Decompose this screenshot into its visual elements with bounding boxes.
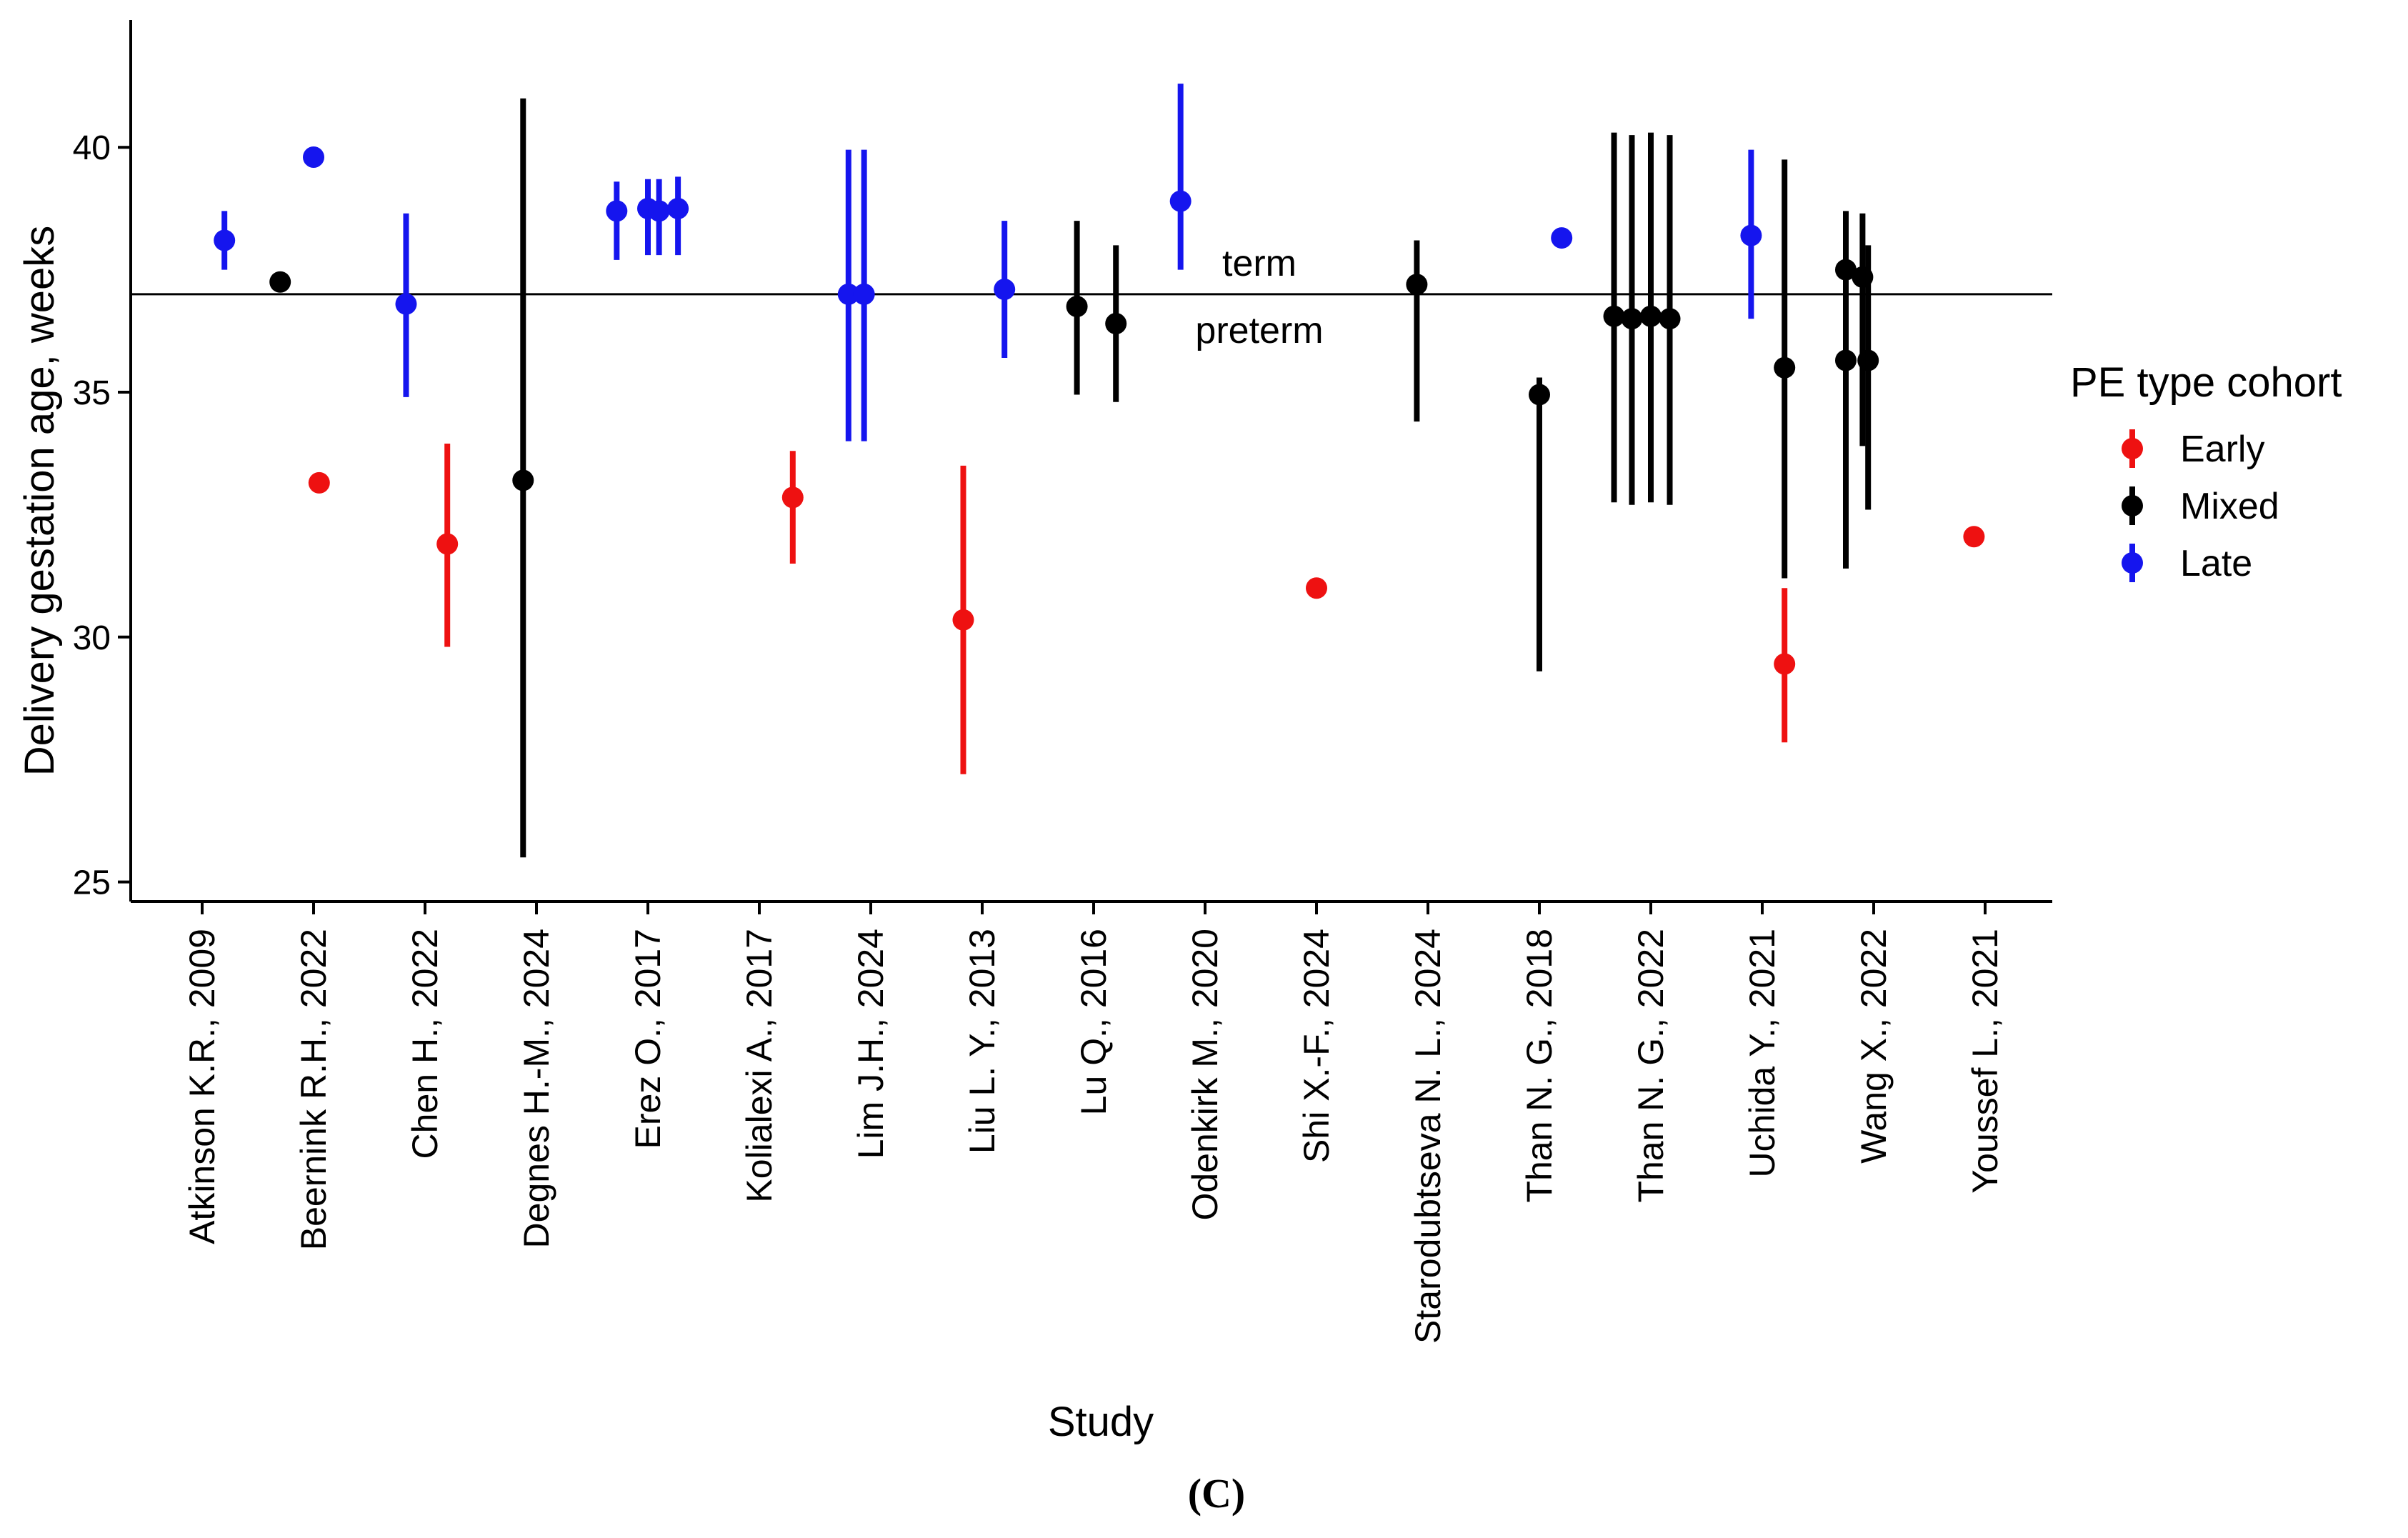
data-point-mixed xyxy=(1406,274,1428,296)
legend-key-dot xyxy=(2122,438,2143,459)
data-point-mixed xyxy=(1835,259,1857,281)
data-point-mixed xyxy=(1105,313,1127,335)
x-tick-label: Wang X., 2022 xyxy=(1854,929,1894,1164)
legend-entries: Early Mixed Late xyxy=(2122,429,2279,584)
y-ticks-group: 25 30 35 40 xyxy=(73,129,131,902)
x-tick-label: Atkinson K.R., 2009 xyxy=(182,929,222,1244)
data-point-mixed xyxy=(1857,349,1879,371)
x-tick-label: Erez O., 2017 xyxy=(628,929,668,1149)
legend-title: PE type cohort xyxy=(2070,359,2342,406)
x-tick-label: Chen H., 2022 xyxy=(405,929,445,1159)
data-point-early xyxy=(952,609,974,631)
legend-label: Early xyxy=(2180,429,2264,470)
x-axis-title: Study xyxy=(1048,1399,1154,1445)
x-tick-label: Odenkirk M., 2020 xyxy=(1185,929,1225,1221)
data-point-early xyxy=(1306,577,1327,599)
y-tick-label: 35 xyxy=(73,374,111,412)
preterm-label: preterm xyxy=(1195,310,1323,351)
legend-label: Late xyxy=(2180,543,2252,584)
x-tick-label: Uchida Y., 2021 xyxy=(1742,929,1782,1177)
x-tick-label: Than N. G., 2018 xyxy=(1519,929,1559,1203)
data-point-early xyxy=(1963,526,1985,548)
data-point-mixed xyxy=(269,271,291,293)
data-point-mixed xyxy=(512,469,534,491)
x-ticks-group: Atkinson K.R., 2009 Beernink R.H., 2022 Ch… xyxy=(182,902,2005,1344)
data-point-late xyxy=(994,279,1016,301)
data-point-late xyxy=(1740,224,1762,246)
data-point-early xyxy=(781,486,804,509)
x-tick-label: Youssef L., 2021 xyxy=(1965,929,2005,1194)
data-point-late xyxy=(667,197,689,219)
y-tick-label: 30 xyxy=(73,619,111,657)
data-point-mixed xyxy=(1529,384,1550,406)
legend-key-dot xyxy=(2122,552,2143,574)
panel-label: (C) xyxy=(1188,1470,1246,1517)
legend-key-dot xyxy=(2122,495,2143,516)
x-tick-label: Starodubtseva N. L., 2024 xyxy=(1408,929,1448,1344)
x-tick-label: Lu Q., 2016 xyxy=(1074,929,1114,1115)
data-point-late xyxy=(837,283,859,305)
data-point-late xyxy=(606,200,628,222)
data-point-mixed xyxy=(1659,308,1681,330)
x-tick-label: Kolialexi A., 2017 xyxy=(739,929,779,1203)
data-point-mixed xyxy=(1621,308,1643,330)
legend-label: Mixed xyxy=(2180,486,2279,527)
data-point-early xyxy=(436,533,459,555)
legend: PE type cohort Early Mixed Late xyxy=(2070,359,2342,584)
data-point-mixed xyxy=(1640,305,1662,327)
term-label: term xyxy=(1222,243,1297,284)
y-tick-label: 40 xyxy=(73,129,111,167)
x-tick-label: Degnes H.-M., 2024 xyxy=(516,929,556,1248)
data-point-late xyxy=(303,146,324,168)
data-point-late xyxy=(214,229,236,251)
data-point-late xyxy=(1169,190,1191,212)
data-point-early xyxy=(308,471,330,494)
data-point-mixed xyxy=(1066,296,1088,318)
x-tick-label: Beernink R.H., 2022 xyxy=(294,929,334,1250)
axes-group xyxy=(129,20,2052,903)
x-tick-label: Lim J.H., 2024 xyxy=(851,929,891,1159)
data-point-late xyxy=(395,293,417,315)
points-group xyxy=(214,84,1985,858)
data-point-late xyxy=(853,283,875,305)
x-tick-label: Liu L. Y., 2013 xyxy=(962,929,1002,1154)
data-point-late xyxy=(648,200,670,222)
y-axis-title: Delivery gestation age, weeks xyxy=(16,226,63,777)
data-point-early xyxy=(1774,653,1796,675)
y-tick-label: 25 xyxy=(73,864,111,902)
data-point-mixed xyxy=(1774,356,1796,379)
x-tick-label: Shi X.-F., 2024 xyxy=(1297,929,1337,1163)
x-tick-label: Than N. G., 2022 xyxy=(1631,929,1671,1203)
data-point-mixed xyxy=(1603,305,1625,327)
data-point-late xyxy=(1551,227,1573,249)
